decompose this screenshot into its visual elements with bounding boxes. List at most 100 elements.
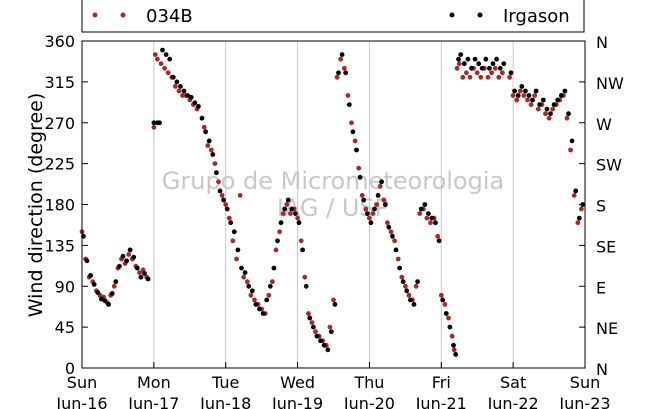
point-irgason-108 (465, 56, 471, 62)
point-irgason-124 (526, 93, 532, 98)
point-034b-106 (460, 74, 466, 80)
point-irgason-132 (555, 97, 561, 103)
point-irgason-95 (422, 202, 428, 207)
y-tick-label-4: 180 (44, 196, 75, 215)
point-irgason-23 (163, 52, 169, 57)
point-irgason-40 (224, 206, 230, 212)
point-irgason-136 (569, 138, 575, 144)
point-034b-107 (464, 70, 469, 76)
point-irgason-122 (519, 84, 525, 89)
point-irgason-10 (117, 263, 122, 269)
point-034b-87 (395, 256, 401, 262)
compass-label-w-6: W (596, 115, 612, 134)
point-034b-123 (525, 97, 530, 103)
point-irgason-75 (350, 129, 356, 135)
point-irgason-134 (562, 88, 568, 94)
point-irgason-127 (537, 102, 543, 107)
point-irgason-135 (566, 111, 571, 117)
point-034b-116 (496, 74, 502, 80)
point-034b-56 (284, 202, 290, 207)
point-034b-111 (478, 74, 484, 80)
y-tick-label-1: 45 (55, 318, 75, 337)
y-axis-title: Wind direction (degree) (25, 93, 47, 318)
point-irgason-96 (426, 211, 431, 217)
point-034b-122 (521, 93, 527, 98)
point-irgason-92 (411, 302, 417, 307)
point-irgason-109 (469, 65, 474, 71)
point-034b-19 (151, 124, 157, 130)
point-irgason-29 (185, 93, 191, 98)
point-034b-53 (273, 247, 279, 253)
point-irgason-123 (523, 88, 528, 94)
point-irgason-59 (293, 211, 298, 217)
point-irgason-77 (357, 174, 363, 180)
point-034b-99 (438, 292, 444, 298)
point-034b-47 (252, 297, 257, 303)
point-034b-104 (454, 65, 460, 71)
x-tick-date-3: Jun-19 (271, 394, 323, 409)
legend-marker-irgason-2 (477, 12, 483, 18)
point-irgason-4 (95, 290, 101, 295)
legend: 034B Irgason (81, 0, 585, 33)
point-irgason-32 (196, 104, 201, 109)
point-irgason-97 (429, 215, 435, 221)
point-034b-79 (367, 215, 372, 221)
point-irgason-38 (217, 188, 223, 194)
point-irgason-64 (311, 324, 316, 330)
point-irgason-57 (285, 197, 291, 203)
point-irgason-98 (433, 220, 438, 226)
point-irgason-105 (456, 56, 461, 62)
point-irgason-5 (99, 296, 104, 302)
x-tick-day-2: Tue (211, 373, 239, 392)
point-irgason-138 (576, 215, 582, 221)
point-034b-115 (492, 65, 498, 71)
point-irgason-116 (494, 56, 499, 62)
point-034b-108 (467, 74, 473, 80)
x-tick-date-7: Jun-23 (558, 394, 610, 409)
legend-marker-034b-2 (120, 12, 126, 18)
point-034b-34 (205, 143, 211, 148)
point-irgason-106 (458, 52, 464, 57)
point-034b-86 (392, 238, 397, 244)
point-034b-59 (295, 215, 300, 221)
point-irgason-62 (303, 283, 309, 289)
point-034b-24 (165, 70, 171, 76)
point-irgason-76 (354, 147, 359, 153)
point-irgason-18 (145, 276, 151, 282)
point-irgason-84 (382, 202, 388, 207)
point-034b-89 (403, 283, 408, 289)
point-irgason-52 (267, 283, 273, 289)
point-irgason-68 (325, 347, 331, 353)
point-irgason-72 (339, 52, 345, 57)
x-tick-date-6: Jun-22 (487, 394, 539, 409)
point-034b-52 (270, 279, 275, 285)
legend-label-irgason: Irgason (503, 6, 570, 27)
point-irgason-1 (84, 258, 90, 264)
x-tick-day-3: Wed (280, 373, 315, 392)
point-irgason-79 (364, 211, 370, 217)
compass-label-sw-5: SW (596, 156, 622, 175)
point-034b-78 (363, 206, 369, 212)
point-irgason-44 (239, 265, 244, 271)
point-034b-54 (277, 229, 282, 235)
y-axis-right: N NE E SE S SW W NW N (579, 33, 624, 379)
y-tick-label-5: 225 (44, 155, 75, 174)
point-034b-88 (399, 274, 405, 280)
point-irgason-137 (573, 188, 579, 194)
point-irgason-45 (242, 270, 248, 275)
point-irgason-35 (206, 138, 212, 144)
point-034b-72 (341, 65, 347, 71)
point-034b-81 (374, 202, 379, 207)
point-irgason-36 (210, 152, 216, 157)
point-irgason-69 (328, 329, 334, 335)
point-034b-100 (442, 302, 448, 307)
point-irgason-133 (558, 93, 564, 98)
point-irgason-54 (275, 238, 280, 244)
point-034b-68 (327, 324, 333, 330)
x-tick-date-0: Jun-16 (55, 394, 107, 409)
point-034b-103 (451, 347, 457, 353)
point-034b-118 (507, 74, 512, 80)
point-irgason-121 (515, 93, 521, 98)
point-034b-62 (306, 311, 311, 316)
